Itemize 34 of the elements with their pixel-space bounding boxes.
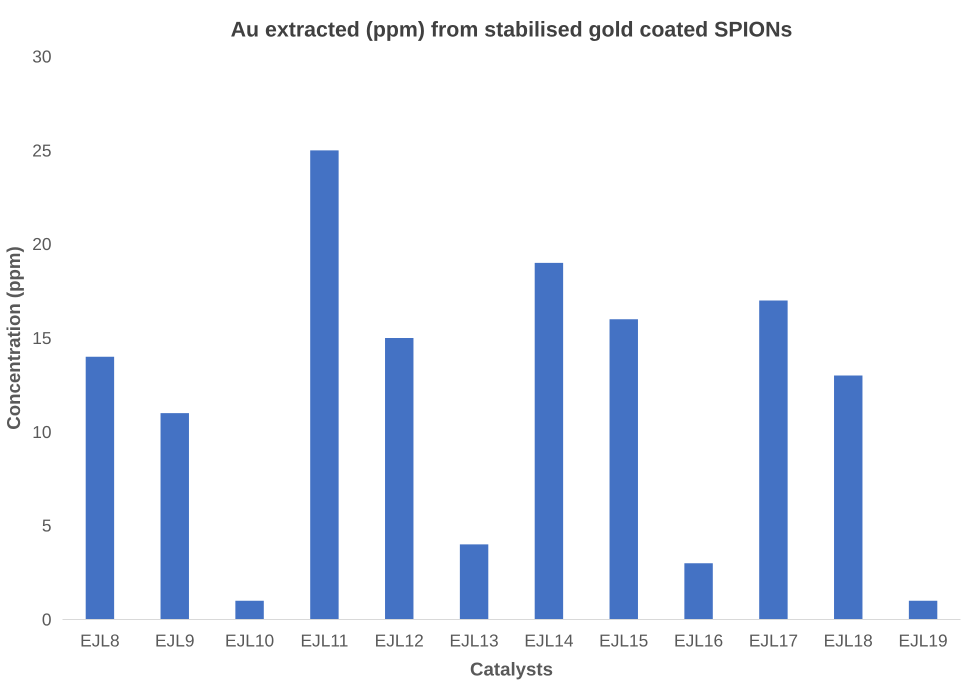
y-tick-label: 5 bbox=[42, 516, 52, 536]
x-tick-label: EJL19 bbox=[898, 630, 948, 650]
bar bbox=[534, 262, 564, 620]
y-tick-label: 15 bbox=[32, 328, 52, 348]
bar bbox=[385, 338, 414, 620]
x-tick-label: EJL18 bbox=[824, 630, 873, 650]
x-tick-label: EJL14 bbox=[524, 630, 574, 650]
x-tick-label: EJL8 bbox=[80, 630, 120, 650]
bar bbox=[610, 319, 638, 620]
bar bbox=[834, 376, 862, 620]
y-tick-label: 25 bbox=[32, 140, 52, 160]
bar bbox=[684, 563, 713, 620]
x-tick-label: EJL11 bbox=[300, 630, 348, 650]
x-tick-label: EJL16 bbox=[674, 630, 724, 650]
y-tick-label: 30 bbox=[32, 46, 52, 66]
bar bbox=[759, 300, 788, 620]
bar bbox=[310, 150, 339, 620]
bar bbox=[908, 600, 938, 620]
bar bbox=[235, 600, 264, 620]
x-tick-label: EJL15 bbox=[599, 630, 648, 650]
x-tick-label: EJL10 bbox=[225, 630, 274, 650]
bar bbox=[86, 356, 114, 620]
x-tick-label: EJL12 bbox=[374, 630, 424, 650]
x-tick-label: EJL13 bbox=[450, 630, 499, 650]
x-tick-label: EJL9 bbox=[155, 630, 194, 650]
x-axis-title: Catalysts bbox=[470, 658, 553, 680]
chart-title: Au extracted (ppm) from stabilised gold coated SPIONs bbox=[230, 18, 792, 42]
y-tick-label: 0 bbox=[42, 610, 52, 630]
bar bbox=[460, 544, 488, 620]
x-tick-label: EJL17 bbox=[748, 630, 798, 650]
y-tick-label: 10 bbox=[32, 422, 52, 442]
bar bbox=[160, 413, 189, 620]
y-tick-label: 20 bbox=[32, 234, 52, 254]
y-axis-title: Concentration (ppm) bbox=[3, 246, 24, 430]
